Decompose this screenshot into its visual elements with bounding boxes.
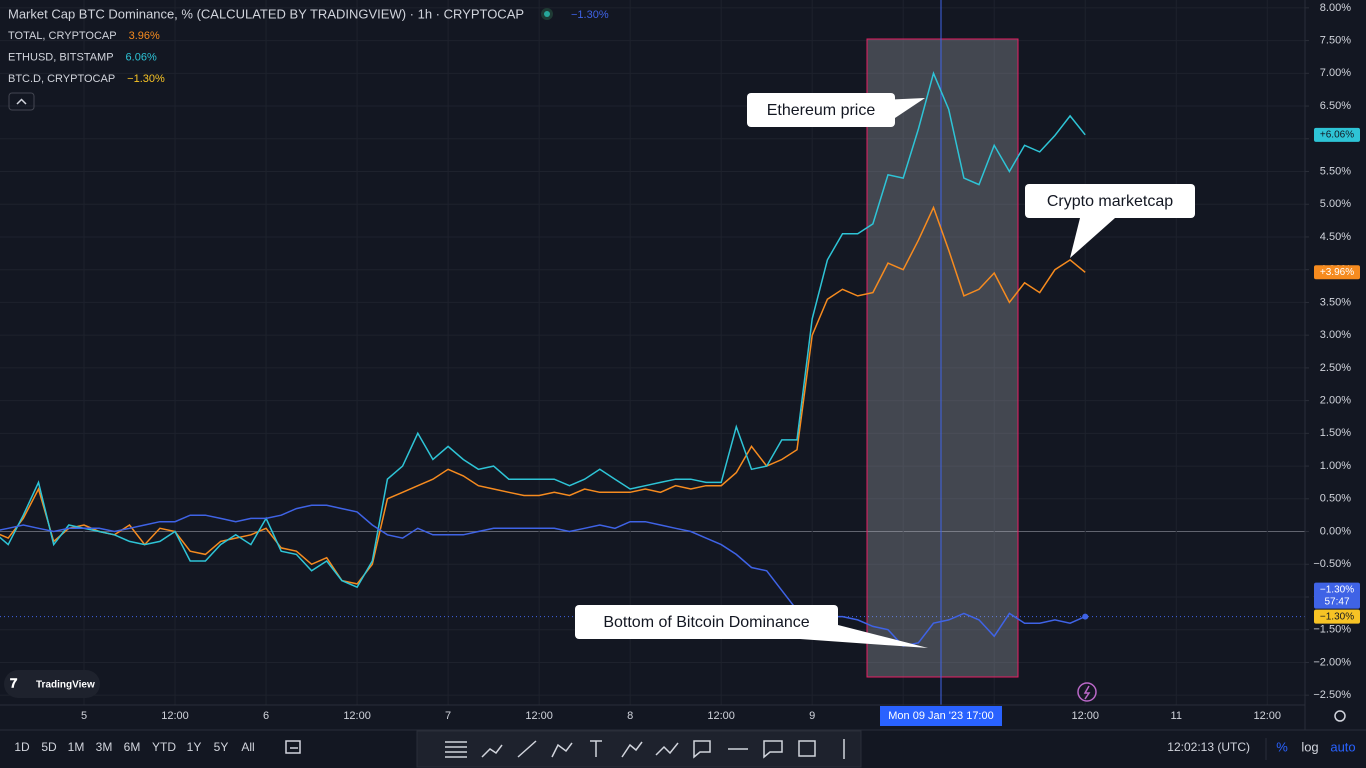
y-tick-label: 4.50% [1320, 231, 1351, 243]
callout-box [747, 93, 895, 127]
x-tick-label: 8 [627, 710, 633, 722]
y-tick-label: 6.50% [1320, 100, 1351, 112]
legend-value: −1.30% [127, 73, 165, 85]
status-dot [544, 11, 550, 17]
x-tick-label: 5 [81, 710, 87, 722]
annotation: Ethereum price [767, 102, 876, 119]
legend-name: ETHUSD, BITSTAMP [8, 51, 114, 63]
price-badge-label: −1.30% [1320, 584, 1354, 595]
price-badge-label: +3.96% [1320, 267, 1354, 278]
y-tick-label: 8.00% [1320, 2, 1351, 14]
y-tick-label: 0.50% [1320, 493, 1351, 505]
crosshair-badge [880, 706, 1002, 726]
timeframe-button[interactable]: YTD [152, 740, 176, 754]
series-line [0, 71, 1086, 589]
y-tick-label: 3.50% [1320, 296, 1351, 308]
callout-box [575, 605, 838, 639]
y-tick-label: 7.00% [1320, 67, 1351, 79]
timeframe-button[interactable]: 5Y [214, 740, 229, 754]
compare-icon[interactable] [285, 740, 301, 754]
x-tick-label: 12:00 [1254, 710, 1282, 722]
x-tick-label: 12:00 [1071, 710, 1099, 722]
scale-option[interactable]: % [1276, 739, 1288, 754]
x-tick-label: 6 [263, 710, 269, 722]
last-point [1082, 613, 1089, 620]
chart-title: Market Cap BTC Dominance, % (CALCULATED … [8, 6, 524, 21]
callout-box [1025, 184, 1195, 218]
timeframe-button[interactable]: All [241, 740, 254, 754]
scale-option[interactable]: auto [1330, 739, 1355, 754]
timeframe-button[interactable]: 1Y [187, 740, 202, 754]
legend-value: 3.96% [129, 30, 160, 42]
x-tick-label: 7 [445, 710, 451, 722]
alert-icon[interactable] [1077, 682, 1097, 702]
x-tick-label: 9 [809, 710, 815, 722]
drawing-toolbar [416, 730, 862, 768]
y-tick-label: −2.50% [1313, 689, 1351, 701]
y-tick-label: −1.50% [1313, 624, 1351, 636]
timeframe-button[interactable]: 1D [14, 740, 30, 754]
y-tick-label: −2.00% [1313, 656, 1351, 668]
annotation: Crypto marketcap [1047, 193, 1173, 210]
timeframe-button[interactable]: 5D [41, 740, 57, 754]
drawing-tools[interactable] [445, 739, 845, 759]
main-badge-label: −1.30% [1320, 611, 1354, 622]
scale-option[interactable]: log [1301, 739, 1318, 754]
y-tick-label: 0.00% [1320, 525, 1351, 537]
legend-name: BTC.D, CRYPTOCAP [8, 73, 115, 85]
timeframe-button[interactable]: 1M [68, 740, 85, 754]
countdown: 57:47 [1324, 596, 1349, 607]
y-tick-label: 1.50% [1320, 427, 1351, 439]
legend-value: 6.06% [126, 51, 157, 63]
clock: 12:02:13 (UTC) [1167, 740, 1250, 754]
y-tick-label: 3.00% [1320, 329, 1351, 341]
y-tick-label: 2.00% [1320, 395, 1351, 407]
timeframe-button[interactable]: 6M [124, 740, 141, 754]
y-tick-label: 7.50% [1320, 34, 1351, 46]
price-badge [1314, 127, 1360, 142]
price-badge [1314, 265, 1360, 280]
logo-mark: 𝟕 [10, 675, 18, 690]
logo-bg [4, 670, 100, 698]
crosshair-label: Mon 09 Jan '23 17:00 [888, 710, 993, 722]
price-badge [1314, 582, 1360, 609]
settings-icon[interactable] [1334, 710, 1346, 722]
y-tick-label: 5.00% [1320, 198, 1351, 210]
title-change: −1.30% [571, 9, 609, 21]
y-tick-label: 1.00% [1320, 460, 1351, 472]
collapse-icon [16, 98, 27, 105]
x-tick-label: 12:00 [525, 710, 553, 722]
price-badge-label: +6.06% [1320, 129, 1354, 140]
y-tick-label: −0.50% [1313, 558, 1351, 570]
y-tick-label: 5.50% [1320, 165, 1351, 177]
legend-name: TOTAL, CRYPTOCAP [8, 30, 117, 42]
logo: TradingView [36, 680, 95, 691]
x-tick-label: 12:00 [343, 710, 371, 722]
y-tick-label: 2.50% [1320, 362, 1351, 374]
callout-pointer [1070, 218, 1115, 258]
x-tick-label: 11 [1171, 710, 1182, 722]
x-tick-label: 12:00 [707, 710, 735, 722]
highlight-box [866, 38, 1019, 678]
timeframe-button[interactable]: 3M [96, 740, 113, 754]
collapse-button[interactable] [8, 92, 35, 111]
x-tick-label: 12:00 [161, 710, 189, 722]
alert-bolt [1083, 685, 1091, 700]
annotation: Bottom of Bitcoin Dominance [603, 614, 809, 631]
main-badge [1314, 609, 1360, 624]
